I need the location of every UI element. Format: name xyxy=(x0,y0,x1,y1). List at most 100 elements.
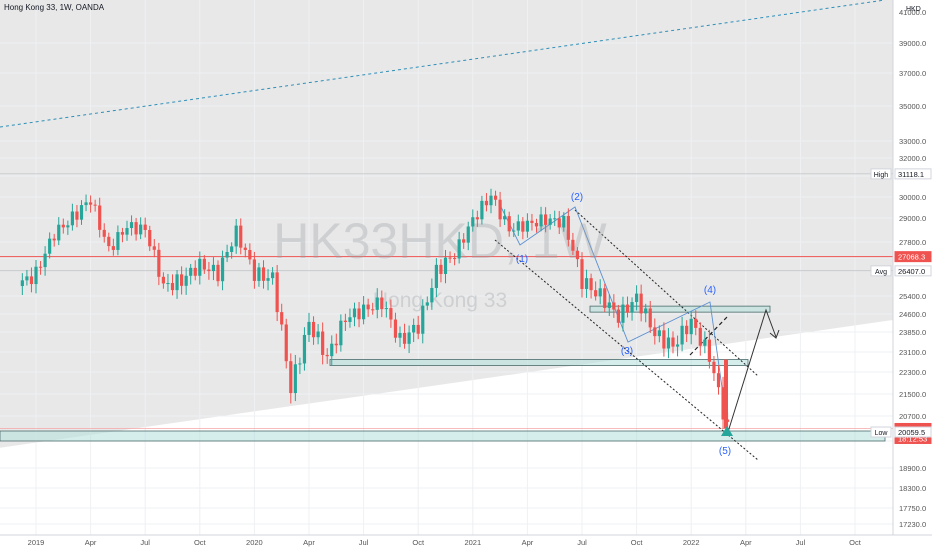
candle-body xyxy=(193,267,197,276)
candle-body xyxy=(603,288,607,308)
candle-body xyxy=(257,267,261,281)
candle-body xyxy=(170,283,175,291)
price-tick-label: 23850.0 xyxy=(899,328,926,337)
time-tick-label: Apr xyxy=(522,538,534,547)
candle-body xyxy=(698,327,702,346)
candle-body xyxy=(635,293,639,303)
candle-body xyxy=(425,302,429,306)
candle-body xyxy=(621,304,625,323)
time-tick-label: Oct xyxy=(194,538,207,547)
candle-body xyxy=(111,246,115,250)
watermark-layer: HK33HKD, 1W Hong Kong 33 xyxy=(273,213,607,312)
candle-body xyxy=(343,320,347,322)
candle-body xyxy=(724,359,728,429)
price-marker-countdown: 18:12:53 xyxy=(898,434,927,443)
candle-body xyxy=(230,246,234,252)
candle-body xyxy=(662,330,666,349)
time-tick-label: Jul xyxy=(359,538,369,547)
candle-body xyxy=(66,225,70,228)
candle-body xyxy=(421,305,425,334)
price-tick-label: 41000.0 xyxy=(899,8,926,17)
candle-body xyxy=(457,239,461,259)
watermark-name: Hong Kong 33 xyxy=(373,289,507,312)
candle-body xyxy=(284,324,288,362)
candle-body xyxy=(530,220,534,223)
price-tick-label: 21500.0 xyxy=(899,390,926,399)
candle-body xyxy=(707,339,711,362)
candle-body xyxy=(712,361,716,374)
price-marker xyxy=(894,251,932,263)
long-trend-line xyxy=(0,0,886,128)
price-marker xyxy=(894,426,932,438)
candle-body xyxy=(589,278,593,291)
candle-body xyxy=(666,337,671,349)
candle-body xyxy=(462,239,466,243)
price-tick-label: 32000.0 xyxy=(899,154,926,163)
candle-body xyxy=(512,230,516,232)
candle-body xyxy=(402,332,407,344)
candle-body xyxy=(225,251,229,258)
candle-body xyxy=(25,276,29,281)
support-zone xyxy=(589,305,771,313)
candle-body xyxy=(148,229,152,247)
background-layer xyxy=(0,0,893,448)
candle-body xyxy=(120,232,125,235)
candle-body xyxy=(139,224,143,235)
candle-body xyxy=(48,238,52,254)
candle-body xyxy=(293,364,297,394)
candle-body xyxy=(89,202,93,205)
candle-body xyxy=(607,302,611,308)
candle-body xyxy=(507,216,511,232)
candle-body xyxy=(61,224,65,228)
channel-lower-line xyxy=(494,239,759,461)
candles-layer xyxy=(20,188,733,436)
candle-body xyxy=(220,257,225,282)
candle-body xyxy=(307,321,311,335)
candle-body xyxy=(575,250,580,260)
candle-body xyxy=(434,264,438,288)
candle-body xyxy=(644,308,648,314)
candle-body xyxy=(639,293,643,314)
wave-label: (5) xyxy=(719,446,731,457)
candle-body xyxy=(384,308,388,310)
price-tick-label: 18300.0 xyxy=(899,484,926,493)
candle-body xyxy=(580,259,584,289)
wave-labels-layer: (1) (2) (3) (4) (5) xyxy=(516,192,731,457)
candle-body xyxy=(393,319,398,338)
candle-body xyxy=(534,222,539,227)
candle-body xyxy=(548,218,552,225)
candle-body xyxy=(189,267,193,276)
time-tick-label: Apr xyxy=(303,538,315,547)
candle-body xyxy=(721,387,725,420)
candle-body xyxy=(352,308,357,318)
candle-body xyxy=(516,221,520,231)
candle-body xyxy=(311,321,316,338)
price-tick-label: 39000.0 xyxy=(899,39,926,48)
support-zone xyxy=(329,359,749,366)
time-tick-label: Jul xyxy=(577,538,587,547)
candle-body xyxy=(584,278,589,289)
candle-body xyxy=(252,259,256,281)
candle-body xyxy=(175,274,179,291)
price-marker-value: 20059.5 xyxy=(898,428,925,437)
candle-body xyxy=(484,200,489,206)
price-tick-label: 24600.0 xyxy=(899,310,926,319)
time-tick-label: Jul xyxy=(140,538,150,547)
channel-upper-line xyxy=(574,209,759,377)
candle-body xyxy=(498,199,502,220)
candle-body xyxy=(116,232,120,250)
candle-body xyxy=(453,257,457,259)
time-tick-label: Apr xyxy=(740,538,752,547)
candle-body xyxy=(57,224,61,241)
price-tick-label: 17230.0 xyxy=(899,520,926,529)
price-tick-label: 30000.0 xyxy=(899,193,926,202)
candle-body xyxy=(275,272,279,313)
candle-body xyxy=(357,308,361,320)
candle-body xyxy=(184,275,188,286)
candle-body xyxy=(430,287,434,303)
price-marker-tag xyxy=(870,265,892,277)
wave-label: (2) xyxy=(571,192,583,203)
candle-body xyxy=(334,343,338,346)
